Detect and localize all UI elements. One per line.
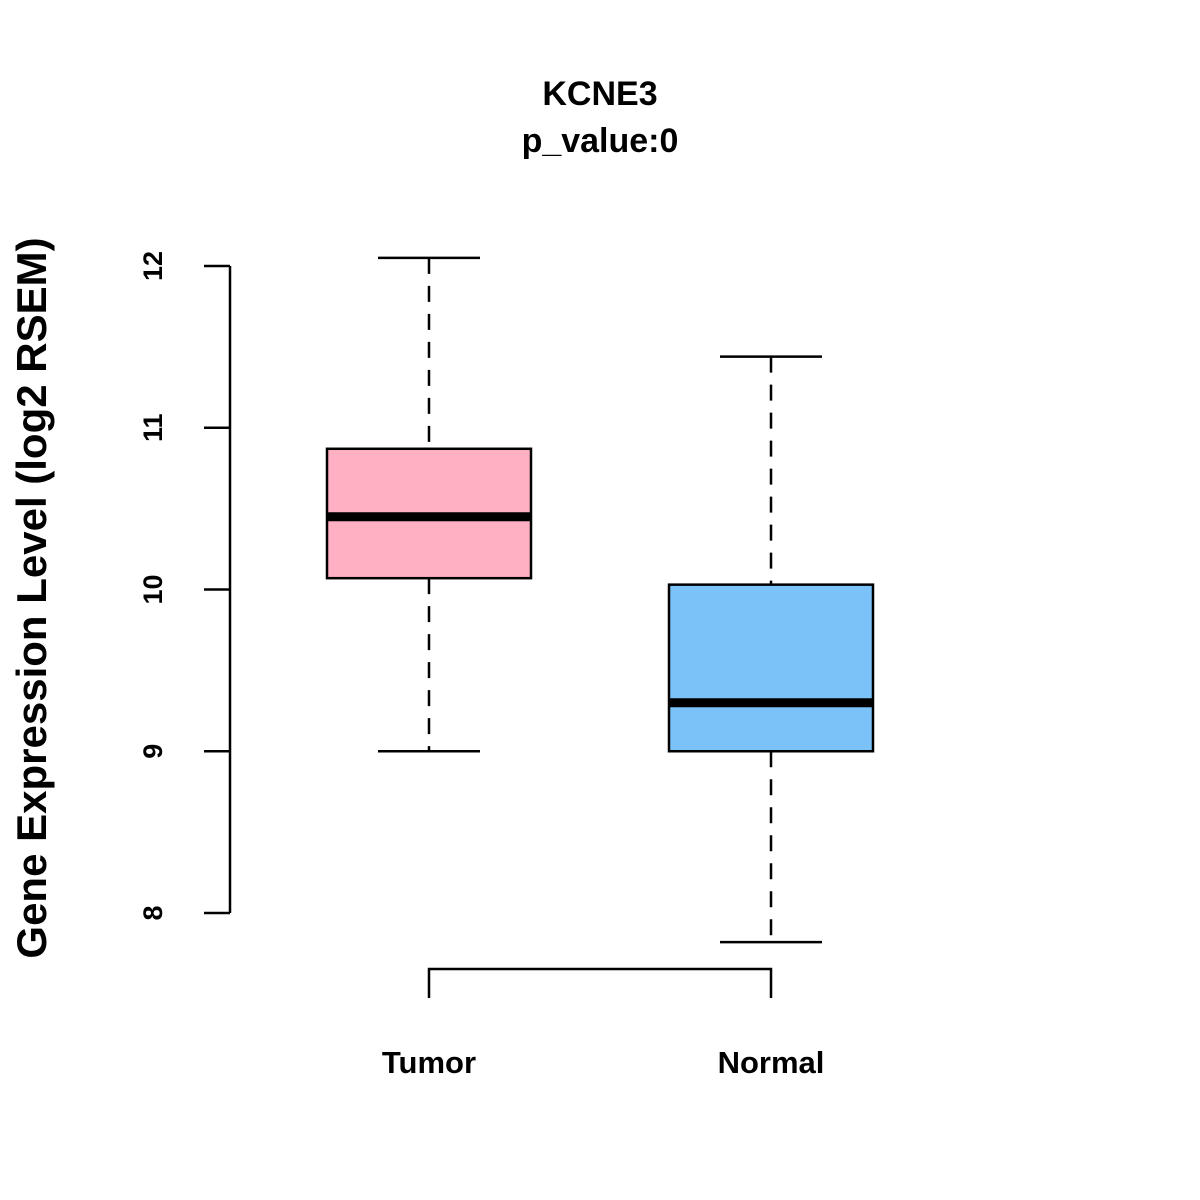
y-tick-label-11: 11 — [138, 413, 168, 442]
bracket-line — [427, 967, 773, 998]
y-tick-label-8: 8 — [138, 905, 168, 920]
y-axis-label: Gene Expression Level (log2 RSEM) — [8, 237, 55, 958]
chart-title: KCNE3 — [542, 75, 657, 113]
y-tick-label-12: 12 — [138, 251, 168, 281]
comparison-bracket — [427, 967, 773, 998]
chart-subtitle: p_value:0 — [522, 122, 679, 160]
y-axis-ticks: 8 9 10 11 12 — [138, 251, 230, 921]
tumor-box-group — [325, 256, 533, 753]
normal-iqr-box — [667, 583, 875, 753]
x-label-tumor: Tumor — [382, 1045, 476, 1080]
box-series — [325, 256, 875, 944]
normal-box-group — [667, 355, 875, 944]
x-label-normal: Normal — [718, 1045, 825, 1080]
y-tick-label-10: 10 — [138, 574, 168, 604]
x-axis-labels: Tumor Normal — [382, 1045, 824, 1080]
y-tick-label-9: 9 — [138, 744, 168, 759]
